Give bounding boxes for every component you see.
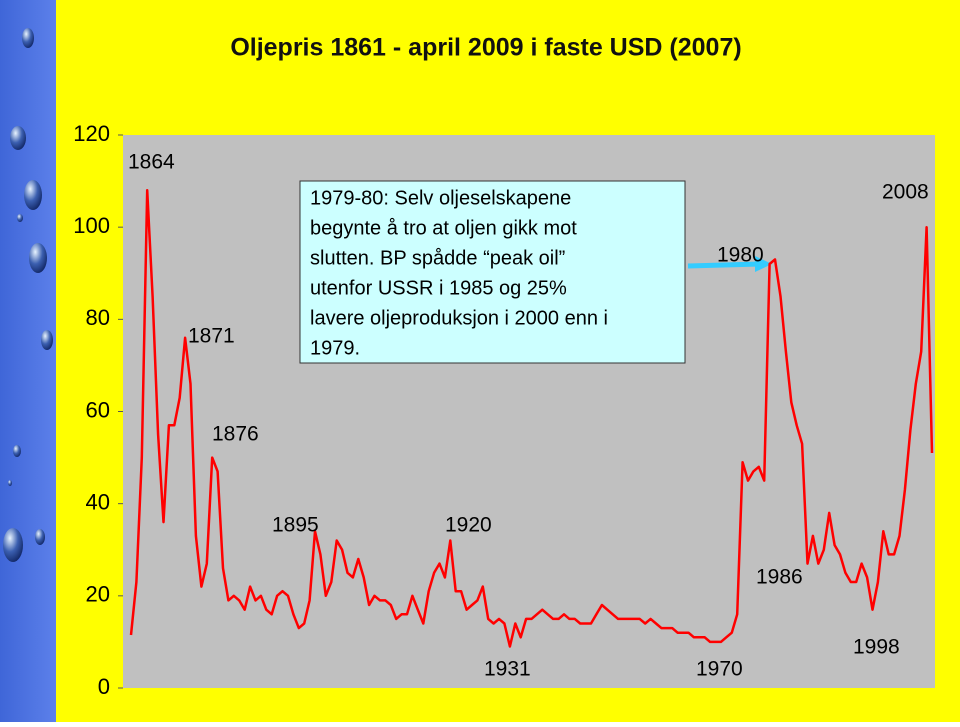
note-line: begynte å tro at oljen gikk mot bbox=[310, 217, 577, 239]
note-box bbox=[299, 180, 686, 364]
arrow-head bbox=[755, 256, 772, 272]
droplets bbox=[3, 28, 53, 562]
annotation: 1970 bbox=[696, 658, 743, 681]
side-strip bbox=[0, 0, 56, 722]
annotation: 1986 bbox=[756, 566, 803, 589]
y-tick-label: 100 bbox=[73, 213, 110, 238]
annotation: 2008 bbox=[882, 181, 929, 204]
annotation: 1876 bbox=[212, 423, 259, 446]
annotation: 1998 bbox=[853, 636, 900, 659]
annotation: 1871 bbox=[188, 325, 235, 348]
y-tick-label: 80 bbox=[86, 305, 110, 330]
note-line: utenfor USSR i 1985 og 25% bbox=[310, 277, 567, 299]
price-line bbox=[129, 189, 934, 648]
y-tick-label: 20 bbox=[86, 582, 110, 607]
annotation: 1931 bbox=[484, 658, 531, 681]
annotation: 1920 bbox=[445, 514, 492, 537]
chart-title: Oljepris 1861 - april 2009 i faste USD (… bbox=[230, 34, 741, 62]
annotation: 1895 bbox=[272, 514, 319, 537]
annotation: 1864 bbox=[128, 151, 175, 174]
y-tick-label: 0 bbox=[98, 674, 110, 699]
y-tick-label: 60 bbox=[86, 397, 110, 422]
annotation: 1980 bbox=[717, 244, 764, 267]
note-line: 1979-80: Selv oljeselskapene bbox=[310, 187, 571, 209]
note-line: slutten. BP spådde “peak oil” bbox=[310, 247, 565, 269]
note-line: lavere oljeproduksjon i 2000 enn i bbox=[310, 307, 608, 329]
arrow bbox=[687, 261, 761, 269]
y-tick-label: 40 bbox=[86, 489, 110, 514]
note-line: 1979. bbox=[310, 337, 360, 359]
y-tick-label: 120 bbox=[73, 121, 110, 146]
